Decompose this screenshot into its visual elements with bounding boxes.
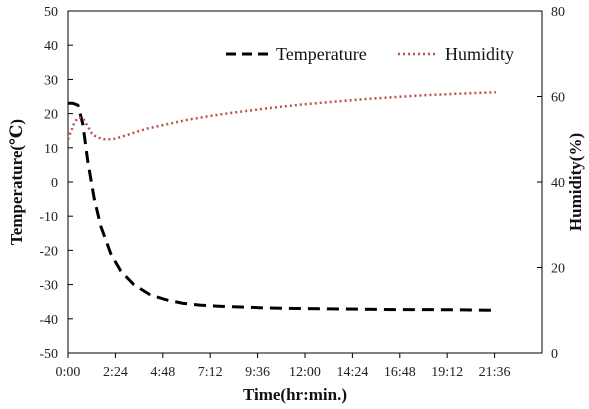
x-tick-label: 21:36: [479, 365, 511, 380]
x-tick-label: 7:12: [198, 365, 223, 380]
y-axis-title: Temperature(℃): [7, 119, 26, 245]
y-tick-label: 10: [44, 142, 58, 157]
legend-temperature-label: Temperature: [276, 44, 367, 64]
y-tick-label: 50: [44, 5, 58, 20]
y-tick-label: 40: [44, 39, 58, 54]
y-tick-label: -50: [39, 347, 58, 362]
y2-tick-label: 80: [551, 5, 565, 20]
x-tick-label: 0:00: [56, 365, 81, 380]
y-tick-label: 0: [51, 176, 58, 191]
legend: Temperature Humidity: [226, 44, 514, 64]
left-axis-ticks: 50 40 30 20 10 0 -10 -20 -30 -40 -50: [39, 5, 73, 362]
y-tick-label: -40: [39, 313, 58, 328]
x-axis-title: Time(hr:min.): [243, 385, 347, 404]
y-tick-label: -30: [39, 279, 58, 294]
y2-tick-label: 0: [551, 347, 558, 362]
legend-humidity-label: Humidity: [445, 44, 514, 64]
y2-tick-label: 60: [551, 91, 565, 106]
y2-tick-label: 40: [551, 176, 565, 191]
y2-tick-label: 20: [551, 262, 565, 277]
x-tick-label: 19:12: [431, 365, 463, 380]
x-tick-label: 9:36: [245, 365, 270, 380]
x-tick-label: 2:24: [103, 365, 128, 380]
y-tick-label: -10: [39, 210, 58, 225]
right-axis-ticks: 80 60 40 20 0: [537, 5, 565, 362]
x-tick-label: 14:24: [336, 365, 368, 380]
x-tick-label: 16:48: [384, 365, 416, 380]
y2-axis-title: Humidity(%): [566, 133, 585, 231]
y-tick-label: -20: [39, 244, 58, 259]
series-layer: [66, 90, 496, 312]
y-tick-label: 30: [44, 73, 58, 88]
y-tick-label: 20: [44, 108, 58, 123]
x-tick-label: 4:48: [150, 365, 175, 380]
x-axis-ticks: 0:00 2:24 4:48 7:12 9:36 12:00 14:24 16:48 19:12…: [56, 353, 511, 380]
series-line-temperature: [68, 101, 496, 312]
x-tick-label: 12:00: [289, 365, 321, 380]
series-line-humidity: [66, 90, 496, 141]
